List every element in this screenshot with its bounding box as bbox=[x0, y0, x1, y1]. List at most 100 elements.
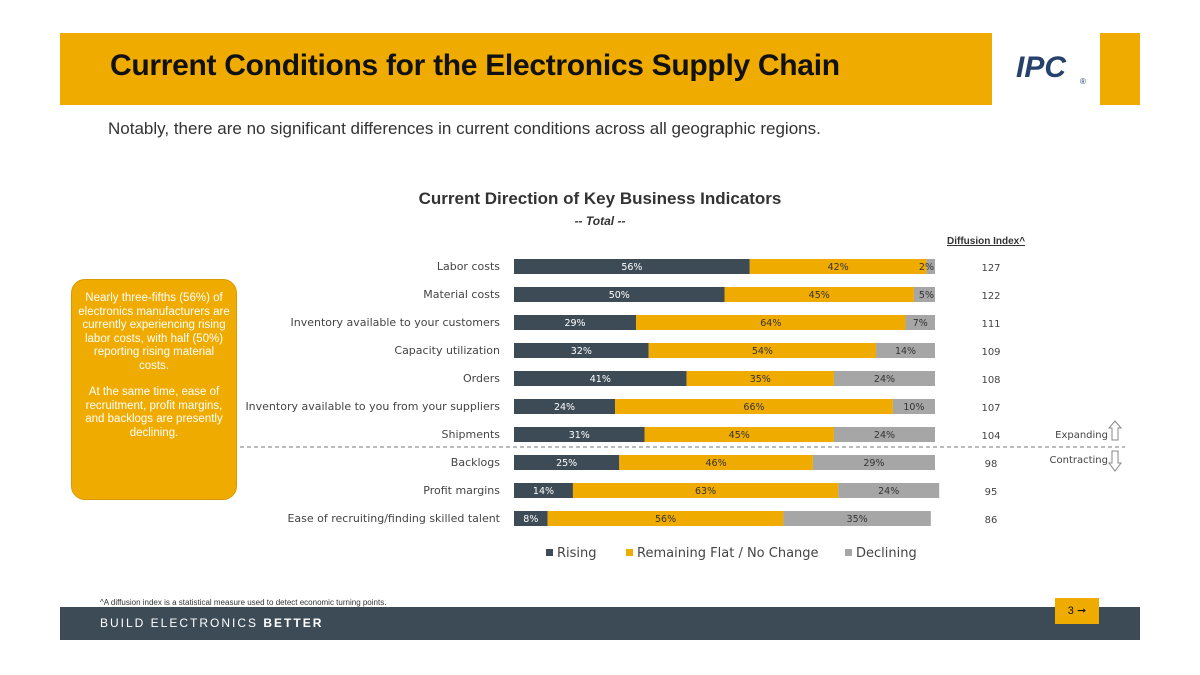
bar-segment bbox=[615, 399, 893, 414]
data-label: 50% bbox=[609, 290, 630, 301]
diffusion-index-value: 104 bbox=[981, 431, 1000, 442]
data-label: 32% bbox=[571, 346, 592, 357]
bar-segment bbox=[514, 455, 620, 470]
category-label: Material costs bbox=[423, 288, 500, 301]
category-label: Inventory available to you from your sup… bbox=[245, 400, 500, 413]
legend-label: Rising bbox=[557, 546, 597, 561]
header-banner: Current Conditions for the Electronics S… bbox=[60, 33, 1140, 105]
bar-segment bbox=[926, 259, 935, 274]
contracting-arrow-icon bbox=[1108, 450, 1122, 472]
data-label: 14% bbox=[895, 346, 916, 357]
data-label: 56% bbox=[655, 514, 676, 525]
data-label: 24% bbox=[878, 486, 899, 497]
data-label: 41% bbox=[590, 374, 611, 385]
data-label: 25% bbox=[556, 458, 577, 469]
bar-segment bbox=[812, 455, 935, 470]
bar-segment bbox=[514, 427, 645, 442]
data-label: 10% bbox=[903, 402, 924, 413]
data-label: 54% bbox=[752, 346, 773, 357]
category-label: Inventory available to your customers bbox=[291, 316, 501, 329]
legend-label: Declining bbox=[856, 546, 917, 561]
chart-title: Current Direction of Key Business Indica… bbox=[418, 189, 782, 208]
data-label: 66% bbox=[743, 402, 764, 413]
callout-paragraph-2: At the same time, ease of recruitment, p… bbox=[85, 386, 223, 439]
diffusion-index-header: Diffusion Index^ bbox=[947, 236, 1026, 247]
bar-segment bbox=[724, 287, 914, 302]
diffusion-index-value: 98 bbox=[985, 459, 998, 470]
data-label: 63% bbox=[695, 486, 716, 497]
data-label: 56% bbox=[621, 262, 642, 273]
logo-text: IPC bbox=[1016, 51, 1067, 84]
data-label: 24% bbox=[874, 374, 895, 385]
callout-paragraph-1: Nearly three-fifths (56%) of electronics… bbox=[78, 292, 230, 372]
data-label: 45% bbox=[729, 430, 750, 441]
category-label: Ease of recruiting/finding skilled talen… bbox=[287, 512, 500, 525]
page-number: 3 bbox=[1067, 605, 1074, 617]
bar-segment bbox=[514, 399, 616, 414]
page-number-box[interactable]: 3 ➞ bbox=[1055, 598, 1099, 624]
diffusion-index-value: 111 bbox=[981, 319, 1000, 330]
footer-bar: BUILD ELECTRONICS BETTER bbox=[60, 607, 1140, 640]
chart-subtitle: -- Total -- bbox=[574, 214, 626, 228]
bar-segment bbox=[876, 343, 935, 358]
bar-segment bbox=[514, 483, 573, 498]
bar-segment bbox=[514, 511, 548, 526]
data-label: 64% bbox=[760, 318, 781, 329]
data-label: 5% bbox=[919, 290, 934, 301]
page-title: Current Conditions for the Electronics S… bbox=[110, 49, 840, 82]
data-label: 8% bbox=[523, 514, 538, 525]
bar-segment bbox=[905, 315, 935, 330]
diffusion-index-value: 109 bbox=[981, 347, 1000, 358]
bar-segment bbox=[514, 371, 687, 386]
bar-segment bbox=[514, 315, 637, 330]
bar-segment bbox=[514, 259, 750, 274]
bar-segment bbox=[648, 343, 877, 358]
bar-segment bbox=[686, 371, 834, 386]
diffusion-index-value: 86 bbox=[985, 515, 998, 526]
legend-swatch bbox=[626, 549, 633, 556]
legend-label: Remaining Flat / No Change bbox=[637, 546, 819, 561]
data-label: 46% bbox=[706, 458, 727, 469]
bar-segment bbox=[514, 287, 725, 302]
diffusion-index-value: 108 bbox=[981, 375, 1000, 386]
bar-segment bbox=[838, 483, 940, 498]
category-label: Profit margins bbox=[423, 484, 500, 497]
data-label: 35% bbox=[750, 374, 771, 385]
bar-segment bbox=[892, 399, 935, 414]
legend-swatch bbox=[845, 549, 852, 556]
legend-swatch bbox=[546, 549, 553, 556]
bar-segment bbox=[547, 511, 784, 526]
logo-registered-mark: ® bbox=[1080, 77, 1086, 86]
next-arrow-icon: ➞ bbox=[1076, 605, 1087, 617]
footnote: ^A diffusion index is a statistical meas… bbox=[100, 598, 387, 607]
category-label: Backlogs bbox=[451, 456, 500, 469]
bar-segment bbox=[572, 483, 839, 498]
data-label: 29% bbox=[863, 458, 884, 469]
data-label: 35% bbox=[847, 514, 868, 525]
diffusion-index-value: 122 bbox=[981, 291, 1000, 302]
bar-segment bbox=[833, 371, 935, 386]
category-label: Labor costs bbox=[437, 260, 500, 273]
bar-segment bbox=[913, 287, 935, 302]
data-label: 14% bbox=[533, 486, 554, 497]
diffusion-index-value: 107 bbox=[981, 403, 1000, 414]
page-subtitle: Notably, there are no significant differ… bbox=[108, 119, 821, 138]
stacked-bar-chart: Labor costs 56% 42% 2% 127 Material costs 50% 4… bbox=[240, 259, 1125, 561]
footer-tagline-part1: BUILD ELECTRONICS bbox=[100, 616, 264, 630]
data-label: 42% bbox=[828, 262, 849, 273]
expanding-arrow-icon bbox=[1107, 420, 1123, 441]
bar-segment bbox=[749, 259, 927, 274]
category-label: Capacity utilization bbox=[394, 344, 500, 357]
bar-segment bbox=[783, 511, 931, 526]
contracting-label: Contracting bbox=[1050, 455, 1108, 466]
data-label: 24% bbox=[874, 430, 895, 441]
bar-segment bbox=[514, 343, 649, 358]
bar-segment bbox=[636, 315, 906, 330]
diffusion-index-value: 95 bbox=[985, 487, 998, 498]
data-label: 7% bbox=[913, 318, 928, 329]
data-label: 2% bbox=[919, 262, 934, 273]
data-label: 24% bbox=[554, 402, 575, 413]
data-label: 29% bbox=[564, 318, 585, 329]
ipc-logo: IPC ® bbox=[992, 33, 1100, 105]
category-label: Shipments bbox=[442, 428, 501, 441]
